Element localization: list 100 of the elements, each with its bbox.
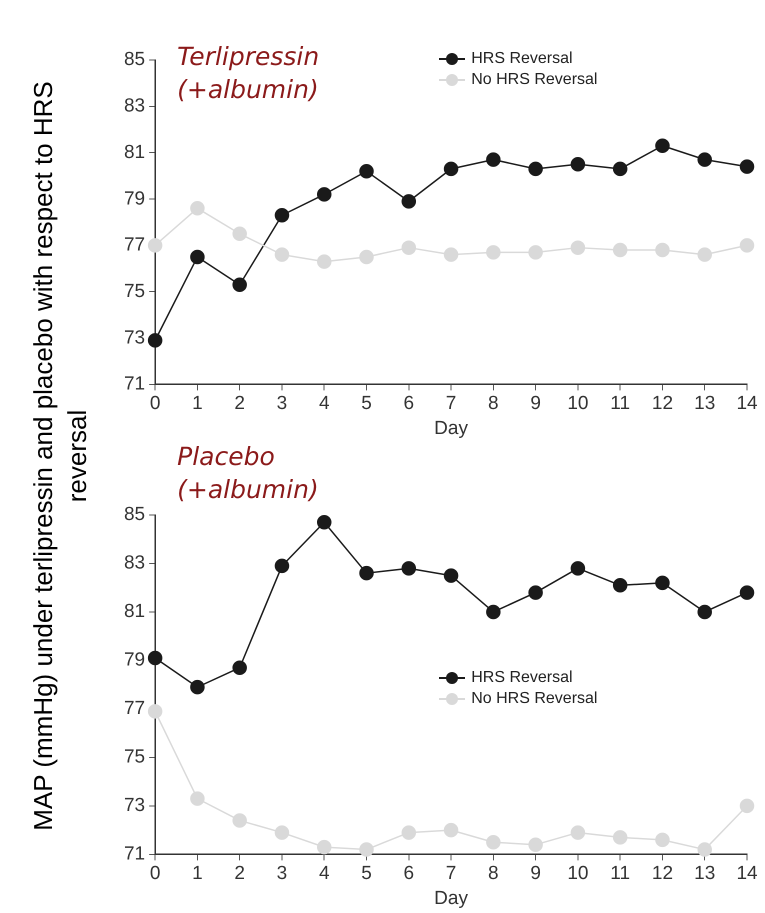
point bbox=[697, 152, 712, 167]
point bbox=[612, 578, 628, 593]
point bbox=[697, 604, 712, 620]
point bbox=[232, 226, 247, 242]
point bbox=[528, 585, 543, 600]
y-tick-label: 75 bbox=[124, 280, 146, 302]
point bbox=[570, 157, 586, 172]
x-tick-label: 6 bbox=[404, 863, 414, 884]
point bbox=[359, 842, 374, 857]
point bbox=[316, 515, 332, 530]
point bbox=[612, 830, 628, 845]
point bbox=[486, 245, 501, 260]
point bbox=[148, 704, 162, 719]
point bbox=[486, 835, 501, 850]
x-tick-label: 5 bbox=[361, 393, 372, 414]
x-tick-label: 0 bbox=[150, 393, 160, 414]
point bbox=[740, 238, 754, 253]
point bbox=[444, 162, 458, 176]
point bbox=[444, 822, 458, 838]
x-tick-label: 1 bbox=[192, 393, 203, 414]
point bbox=[740, 159, 754, 174]
point bbox=[612, 242, 628, 258]
point bbox=[190, 791, 205, 806]
legend-label: HRS Reversal bbox=[471, 669, 573, 688]
y-tick-label: 71 bbox=[124, 374, 146, 395]
y-tick-label: 79 bbox=[124, 188, 146, 210]
point bbox=[148, 238, 162, 253]
x-axis-title: Day bbox=[434, 418, 468, 439]
x-tick-label: 4 bbox=[318, 393, 330, 414]
point bbox=[528, 837, 543, 852]
y-tick-label: 83 bbox=[124, 552, 146, 574]
x-tick-label: 13 bbox=[694, 863, 716, 884]
point bbox=[190, 201, 205, 216]
x-tick-label: 7 bbox=[446, 863, 456, 884]
legend-label: No HRS Reversal bbox=[471, 690, 598, 708]
point bbox=[655, 138, 670, 153]
x-tick-label: 5 bbox=[361, 863, 372, 884]
y-tick-label: 73 bbox=[124, 795, 146, 816]
y-tick-label: 83 bbox=[124, 96, 146, 117]
x-tick-label: 9 bbox=[530, 393, 541, 414]
point bbox=[274, 247, 290, 262]
x-tick-label: 10 bbox=[567, 393, 588, 414]
point bbox=[655, 576, 670, 590]
point bbox=[316, 840, 332, 854]
x-tick-label: 2 bbox=[234, 393, 245, 414]
point bbox=[359, 164, 374, 178]
x-tick-label: 10 bbox=[567, 863, 588, 884]
point bbox=[402, 825, 416, 840]
x-tick-label: 6 bbox=[404, 393, 414, 414]
x-tick-label: 14 bbox=[736, 863, 758, 884]
point bbox=[402, 561, 416, 576]
point bbox=[697, 247, 712, 262]
x-tick-label: 4 bbox=[318, 863, 330, 884]
point bbox=[274, 558, 290, 574]
point bbox=[486, 604, 501, 620]
point bbox=[444, 568, 458, 583]
legend-label: No HRS Reversal bbox=[471, 70, 598, 88]
point bbox=[190, 680, 205, 694]
point bbox=[570, 825, 586, 840]
point bbox=[232, 660, 247, 675]
point bbox=[232, 813, 247, 828]
point bbox=[359, 566, 374, 580]
x-tick-label: 11 bbox=[610, 393, 630, 414]
y-tick-label: 77 bbox=[124, 234, 146, 256]
point bbox=[274, 208, 290, 222]
point bbox=[148, 333, 162, 348]
point bbox=[528, 245, 543, 260]
x-tick-label: 3 bbox=[276, 863, 288, 884]
point bbox=[697, 842, 712, 857]
x-tick-label: 13 bbox=[694, 393, 716, 414]
x-tick-label: 9 bbox=[530, 863, 541, 884]
point bbox=[444, 247, 458, 262]
point bbox=[740, 798, 754, 814]
y-tick-label: 85 bbox=[124, 49, 146, 70]
point bbox=[570, 561, 586, 576]
point bbox=[359, 250, 374, 264]
x-tick-label: 8 bbox=[488, 393, 499, 414]
point bbox=[402, 240, 416, 255]
point bbox=[486, 152, 501, 167]
point bbox=[402, 194, 416, 209]
chart-title: Placebo (+albumin) bbox=[177, 441, 320, 506]
x-tick-label: 0 bbox=[150, 863, 160, 884]
x-tick-label: 11 bbox=[610, 863, 630, 884]
point bbox=[190, 250, 205, 264]
x-tick-label: 7 bbox=[446, 393, 456, 414]
x-tick-label: 2 bbox=[234, 863, 245, 884]
point bbox=[316, 254, 332, 269]
y-tick-label: 75 bbox=[124, 746, 146, 768]
point bbox=[528, 162, 543, 176]
y-tick-label: 81 bbox=[124, 601, 146, 622]
x-tick-label: 1 bbox=[192, 863, 203, 884]
y-tick-label: 79 bbox=[124, 650, 146, 671]
legend-label: HRS Reversal bbox=[471, 50, 573, 68]
point bbox=[232, 278, 247, 292]
chart-title: Terlipressin (+albumin) bbox=[177, 41, 320, 106]
x-tick-label: 12 bbox=[652, 393, 674, 414]
y-tick-label: 71 bbox=[124, 844, 146, 865]
point bbox=[148, 650, 162, 666]
y-tick-label: 81 bbox=[124, 142, 146, 163]
point bbox=[570, 240, 586, 255]
